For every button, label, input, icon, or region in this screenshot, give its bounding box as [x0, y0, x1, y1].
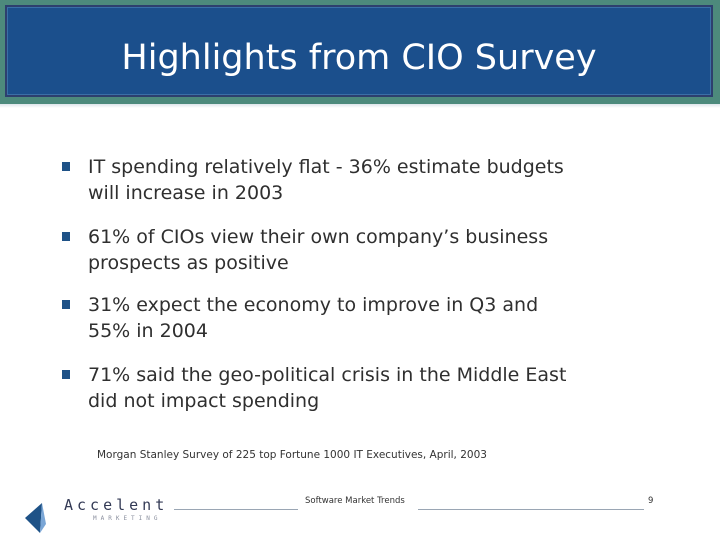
- footer-rule-right: [418, 509, 644, 510]
- title-banner: Highlights from CIO Survey: [0, 0, 720, 104]
- bullet-line: 61% of CIOs view their own company’s bus…: [88, 226, 549, 248]
- bullet-item: 61% of CIOs view their own company’s bus…: [62, 224, 682, 276]
- logo-subtitle: MARKETING: [93, 515, 162, 522]
- bullet-item: IT spending relatively flat - 36% estima…: [62, 154, 682, 206]
- title-shadow: [0, 104, 720, 108]
- logo-name: Accelent: [64, 496, 169, 514]
- bullet-line: 71% said the geo-political crisis in the…: [88, 364, 567, 386]
- bullet-line: did not impact spending: [88, 390, 320, 412]
- bullet-line: will increase in 2003: [88, 182, 284, 204]
- bullet-line: IT spending relatively flat - 36% estima…: [88, 156, 564, 178]
- footer-title: Software Market Trends: [305, 496, 405, 506]
- bullet-item: 31% expect the economy to improve in Q3 …: [62, 292, 682, 344]
- title-panel: Highlights from CIO Survey: [5, 5, 713, 97]
- page-number: 9: [648, 496, 654, 506]
- source-citation: Morgan Stanley Survey of 225 top Fortune…: [97, 449, 487, 461]
- bullet-line: 55% in 2004: [88, 320, 208, 342]
- bullet-line: prospects as positive: [88, 252, 289, 274]
- accelent-logo: Accelent MARKETING: [22, 494, 182, 534]
- footer-rule-left: [174, 509, 298, 510]
- bullet-marker-icon: [62, 162, 70, 171]
- bullet-marker-icon: [62, 300, 70, 309]
- bullet-line: 31% expect the economy to improve in Q3 …: [88, 294, 539, 316]
- slide-title: Highlights from CIO Survey: [121, 38, 597, 78]
- bullet-item: 71% said the geo-political crisis in the…: [62, 362, 682, 414]
- bullet-marker-icon: [62, 232, 70, 241]
- bullet-marker-icon: [62, 370, 70, 379]
- logo-mark-icon: [25, 503, 46, 533]
